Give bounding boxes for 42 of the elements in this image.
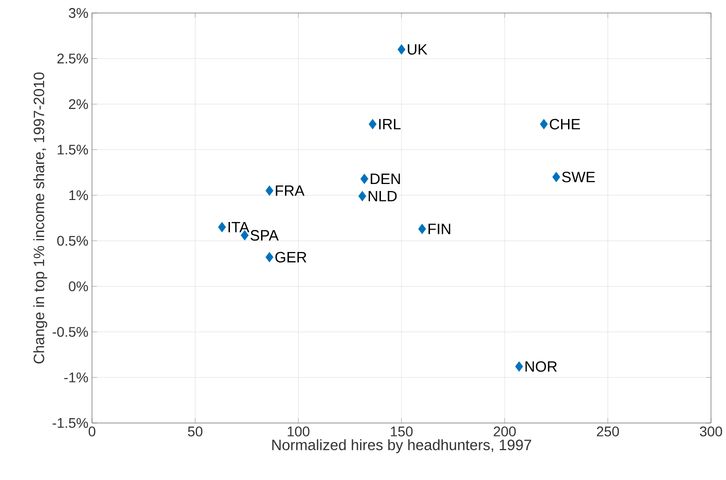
point <box>540 118 548 130</box>
annotation: SPA <box>250 230 279 241</box>
y-tick-label: 1.5% <box>58 144 88 155</box>
annotation: ITA <box>228 222 250 232</box>
y-tick-label: -1% <box>64 372 88 382</box>
annotation: SWE <box>562 172 595 182</box>
y-tick-label: -1.5% <box>52 418 88 428</box>
point <box>418 224 426 234</box>
y-tick-label: 2.5% <box>57 54 88 64</box>
point <box>266 252 274 262</box>
y-tick-label: 2% <box>69 99 88 110</box>
annotation: NOR <box>526 361 557 372</box>
annotation: FRA <box>276 186 305 196</box>
x-tick-label: 200 <box>494 426 516 436</box>
annotation: GER <box>275 252 306 262</box>
point <box>358 190 366 202</box>
point <box>398 44 406 55</box>
x-tick-label: 0 <box>88 426 96 436</box>
point <box>515 361 524 372</box>
point <box>368 118 377 130</box>
annotation: NLD <box>368 190 397 202</box>
x-axis-title: Normalized hires by headhunters, 1997 <box>272 439 532 454</box>
annotation: IRL <box>379 119 401 130</box>
point <box>552 172 560 182</box>
annotation: DEN <box>370 174 400 184</box>
x-tick-label: 100 <box>288 426 310 436</box>
x-tick-label: 150 <box>390 426 413 436</box>
annotation: FIN <box>428 224 450 234</box>
point <box>266 185 274 196</box>
y-tick-label: 3% <box>68 8 88 18</box>
annotation: CHE <box>550 118 580 130</box>
y-tick-label: 1% <box>69 190 88 200</box>
x-tick-label: 250 <box>596 426 619 436</box>
point <box>360 174 368 184</box>
x-tick-label: 300 <box>700 426 722 436</box>
y-tick-label: 0% <box>68 281 88 292</box>
point <box>218 222 226 232</box>
y-tick-label: 0.5% <box>57 236 88 246</box>
y-axis-title: Change in top 1% income share, 1997-2010 <box>33 72 48 364</box>
y-tick-label: -0.5% <box>52 326 88 337</box>
x-tick-label: 50 <box>188 426 202 436</box>
annotation: UK <box>408 44 428 55</box>
